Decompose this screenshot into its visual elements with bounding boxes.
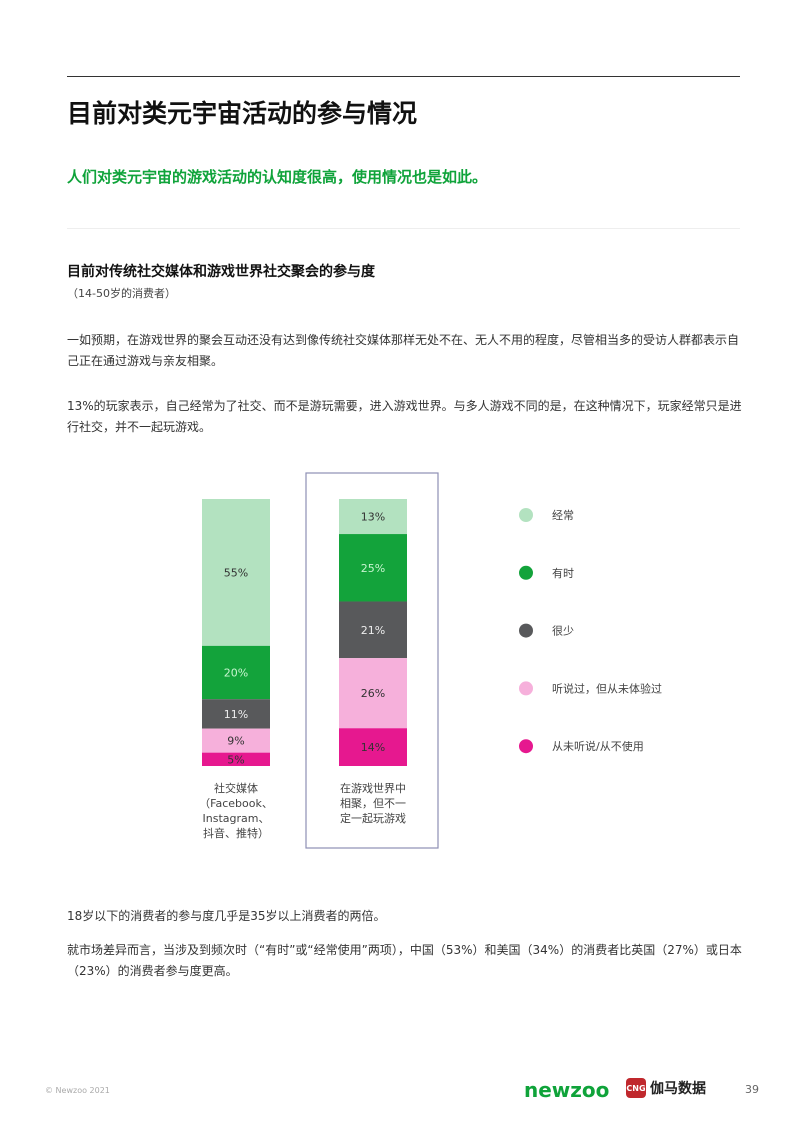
section-note: （14-50岁的消费者） bbox=[67, 287, 176, 300]
data-label: 25% bbox=[361, 562, 385, 575]
bar-segment bbox=[202, 499, 270, 646]
legend-marker bbox=[519, 739, 533, 754]
bar-segment bbox=[339, 534, 407, 602]
legend-marker bbox=[519, 565, 533, 580]
section-title: 目前对传统社交媒体和游戏世界社交聚会的参与度 bbox=[67, 264, 375, 280]
paragraph: 一如预期，在游戏世界的聚会互动还没有达到像传统社交媒体那样无处不在、无人不用的程… bbox=[67, 333, 740, 368]
data-label: 14% bbox=[361, 741, 385, 754]
legend-marker bbox=[519, 508, 533, 522]
legend-label: 听说过，但从未体验过 bbox=[552, 681, 662, 695]
bar-segment bbox=[339, 601, 407, 659]
category-label: Instagram、 bbox=[203, 812, 270, 825]
legend-label: 有时 bbox=[552, 566, 574, 580]
data-label: 11% bbox=[224, 708, 248, 721]
highlight-box bbox=[305, 472, 439, 849]
category-label: 抖音、推特） bbox=[203, 826, 269, 840]
data-label: 13% bbox=[361, 511, 385, 524]
legend-label: 经常 bbox=[552, 509, 574, 522]
gamma-logo-text: 伽马数据 bbox=[650, 1081, 706, 1097]
legend-marker bbox=[519, 623, 533, 638]
category-label: 相聚，但不一 bbox=[340, 797, 406, 810]
legend-label: 很少 bbox=[552, 624, 574, 638]
data-label: 20% bbox=[224, 667, 248, 680]
bar-segment bbox=[339, 499, 407, 535]
legend-label: 从未听说/从不使用 bbox=[552, 739, 644, 753]
data-label: 26% bbox=[361, 687, 385, 700]
newzoo-logo: newzoo bbox=[524, 1078, 610, 1102]
data-label: 55% bbox=[224, 566, 248, 579]
bar-segment bbox=[202, 699, 270, 729]
data-label: 5% bbox=[227, 753, 244, 766]
bar-segment bbox=[339, 658, 407, 729]
paragraph: 13%的玩家表示，自己经常为了社交、而不是游玩需要，进入游戏世界。与多人游戏不同… bbox=[67, 399, 742, 434]
divider bbox=[67, 76, 740, 77]
legend-marker bbox=[519, 681, 533, 696]
paragraph: 就市场差异而言，当涉及到频次时（“有时”或“经常使用”两项），中国（53%）和美… bbox=[67, 943, 742, 978]
page-title: 目前对类元宇宙活动的参与情况 bbox=[67, 99, 418, 128]
category-label: （Facebook、 bbox=[199, 797, 273, 810]
data-label: 9% bbox=[227, 735, 244, 748]
divider bbox=[67, 228, 740, 229]
bar-segment bbox=[202, 645, 270, 700]
category-label: 定一起玩游戏 bbox=[340, 811, 406, 825]
paragraph: 18岁以下的消费者的参与度几乎是35岁以上消费者的两倍。 bbox=[67, 909, 386, 923]
gamma-data-logo: CNG 伽马数据 bbox=[626, 1078, 706, 1098]
bar-segment bbox=[202, 728, 270, 753]
copyright: © Newzoo 2021 bbox=[45, 1086, 110, 1095]
category-label: 在游戏世界中 bbox=[340, 782, 406, 795]
page-number: 39 bbox=[745, 1083, 759, 1096]
page-subtitle: 人们对类元宇宙的游戏活动的认知度很高，使用情况也是如此。 bbox=[67, 168, 488, 186]
data-label: 21% bbox=[361, 624, 385, 637]
bar-segment bbox=[202, 752, 270, 766]
gamma-logo-icon: CNG bbox=[626, 1078, 646, 1098]
category-label: 社交媒体 bbox=[214, 781, 258, 795]
bar-segment bbox=[339, 728, 407, 766]
